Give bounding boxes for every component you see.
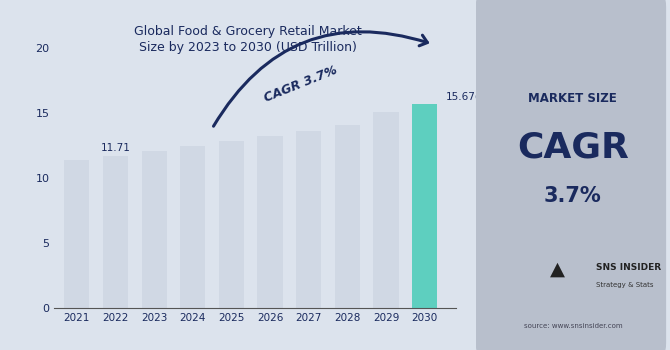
FancyBboxPatch shape xyxy=(476,0,666,350)
Bar xyxy=(412,104,438,308)
Text: Strategy & Stats: Strategy & Stats xyxy=(596,282,654,288)
Text: source: www.snsinsider.com: source: www.snsinsider.com xyxy=(523,322,622,329)
Bar xyxy=(335,125,360,308)
Bar xyxy=(219,141,244,308)
Text: 11.71: 11.71 xyxy=(100,142,131,153)
Text: Global Food & Grocery Retail Market
Size by 2023 to 2030 (USD Trillion): Global Food & Grocery Retail Market Size… xyxy=(134,25,362,55)
Bar xyxy=(141,151,167,308)
Text: CAGR: CAGR xyxy=(517,130,628,164)
Bar xyxy=(103,156,128,308)
Bar xyxy=(296,131,322,308)
Bar xyxy=(373,112,399,308)
Text: CAGR 3.7%: CAGR 3.7% xyxy=(263,64,340,105)
Bar xyxy=(257,136,283,308)
Bar xyxy=(180,146,205,308)
Text: MARKET SIZE: MARKET SIZE xyxy=(529,91,617,105)
Text: 15.67(TRN): 15.67(TRN) xyxy=(446,92,505,102)
Text: SNS INSIDER: SNS INSIDER xyxy=(596,263,661,272)
Text: 3.7%: 3.7% xyxy=(544,186,602,206)
Text: ▲: ▲ xyxy=(550,260,565,279)
Bar xyxy=(64,160,89,308)
